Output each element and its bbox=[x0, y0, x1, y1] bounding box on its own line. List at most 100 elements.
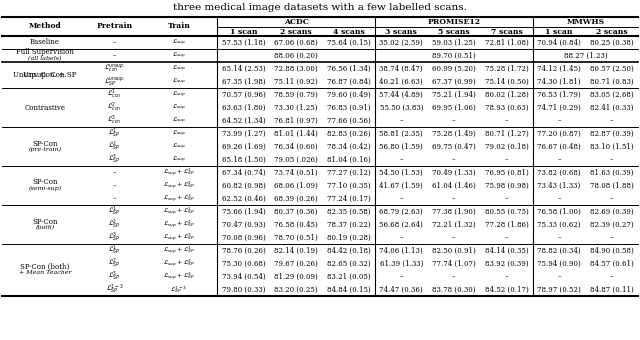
Text: 64.52 (1.34): 64.52 (1.34) bbox=[221, 117, 266, 124]
Text: PROMISE12: PROMISE12 bbox=[428, 18, 481, 26]
Text: 84.87 (0.11): 84.87 (0.11) bbox=[590, 286, 634, 293]
Text: Full Supervision: Full Supervision bbox=[16, 49, 74, 56]
Text: 74.30 (1.81): 74.30 (1.81) bbox=[538, 78, 581, 85]
Text: 80.19 (0.28): 80.19 (0.28) bbox=[327, 234, 371, 241]
Text: $\mathcal{L}_{sup}$: $\mathcal{L}_{sup}$ bbox=[172, 50, 186, 61]
Text: –: – bbox=[452, 117, 456, 124]
Text: 80.25 (0.38): 80.25 (0.38) bbox=[590, 38, 634, 47]
Text: 1 scan: 1 scan bbox=[545, 28, 573, 35]
Text: 67.37 (0.99): 67.37 (0.99) bbox=[432, 78, 476, 85]
Text: Contrastive: Contrastive bbox=[24, 103, 65, 112]
Text: $\mathcal{L}^{2}_{con}$: $\mathcal{L}^{2}_{con}$ bbox=[107, 101, 122, 114]
Text: 1 scan: 1 scan bbox=[230, 28, 257, 35]
Text: 84.84 (0.15): 84.84 (0.15) bbox=[327, 286, 371, 293]
Text: 74.12 (1.45): 74.12 (1.45) bbox=[537, 65, 581, 72]
Text: 61.04 (1.46): 61.04 (1.46) bbox=[432, 182, 476, 189]
Text: 76.58 (1.00): 76.58 (1.00) bbox=[537, 207, 581, 216]
Text: 76.53 (1.79): 76.53 (1.79) bbox=[538, 90, 581, 99]
Text: $\mathcal{L}_{sup}$: $\mathcal{L}_{sup}$ bbox=[172, 37, 186, 48]
Text: 73.43 (1.33): 73.43 (1.33) bbox=[538, 182, 580, 189]
Text: 3 scans: 3 scans bbox=[385, 28, 417, 35]
Text: $\mathcal{L}_{sup}$: $\mathcal{L}_{sup}$ bbox=[172, 115, 186, 125]
Text: 76.87 (0.84): 76.87 (0.84) bbox=[327, 78, 371, 85]
Text: 67.06 (0.68): 67.06 (0.68) bbox=[274, 38, 318, 47]
Text: 74.47 (0.36): 74.47 (0.36) bbox=[380, 286, 423, 293]
Text: 82.65 (0.32): 82.65 (0.32) bbox=[327, 259, 371, 268]
Text: 73.94 (0.54): 73.94 (0.54) bbox=[221, 272, 266, 280]
Text: $\mathcal{L}^{1}_{SP}$: $\mathcal{L}^{1}_{SP}$ bbox=[108, 205, 120, 218]
Text: $\mathcal{L}_{sup}$: $\mathcal{L}_{sup}$ bbox=[172, 76, 186, 87]
Text: 76.83 (0.91): 76.83 (0.91) bbox=[327, 103, 371, 112]
Text: 83.10 (1.51): 83.10 (1.51) bbox=[590, 142, 634, 151]
Text: ACDC: ACDC bbox=[284, 18, 308, 26]
Text: $\mathcal{L}^{3}_{SP}$: $\mathcal{L}^{3}_{SP}$ bbox=[108, 231, 120, 244]
Text: 82.50 (0.91): 82.50 (0.91) bbox=[432, 246, 476, 255]
Text: SP-Con: SP-Con bbox=[32, 178, 58, 187]
Text: –: – bbox=[113, 194, 116, 203]
Text: 75.30 (0.68): 75.30 (0.68) bbox=[221, 259, 266, 268]
Text: $\mathcal{L}^{1-3}_{SP}$: $\mathcal{L}^{1-3}_{SP}$ bbox=[106, 283, 123, 296]
Text: 77.10 (0.35): 77.10 (0.35) bbox=[327, 182, 371, 189]
Text: 79.05 (.026): 79.05 (.026) bbox=[274, 155, 318, 164]
Text: 38.74 (8.47): 38.74 (8.47) bbox=[380, 65, 423, 72]
Text: $\mathcal{L}_{sup}+\mathcal{L}^{2}_{SP}$: $\mathcal{L}_{sup}+\mathcal{L}^{2}_{SP}$ bbox=[163, 180, 195, 191]
Text: 75.98 (0.98): 75.98 (0.98) bbox=[484, 182, 529, 189]
Text: $\mathcal{L}_{sup}+\mathcal{L}^{3}_{SP}$: $\mathcal{L}_{sup}+\mathcal{L}^{3}_{SP}$ bbox=[163, 193, 195, 204]
Text: 67.34 (0.74): 67.34 (0.74) bbox=[221, 169, 266, 176]
Text: –: – bbox=[399, 272, 403, 280]
Text: $\mathcal{L}_{sup}+\mathcal{L}^{2}_{SP}$: $\mathcal{L}_{sup}+\mathcal{L}^{2}_{SP}$ bbox=[163, 219, 195, 230]
Text: SP-Con: SP-Con bbox=[32, 139, 58, 148]
Text: 72.21 (1.32): 72.21 (1.32) bbox=[432, 221, 476, 228]
Text: 57.53 (1.18): 57.53 (1.18) bbox=[221, 38, 266, 47]
Text: $\mathcal{L}^{3}_{SP}$: $\mathcal{L}^{3}_{SP}$ bbox=[108, 153, 120, 166]
Text: $\mathcal{L}^{unsup.}_{SP}$: $\mathcal{L}^{unsup.}_{SP}$ bbox=[104, 75, 125, 88]
Text: –: – bbox=[557, 272, 561, 280]
Text: 79.67 (0.26): 79.67 (0.26) bbox=[274, 259, 318, 268]
Text: 77.24 (0.17): 77.24 (0.17) bbox=[327, 194, 371, 203]
Text: $\mathcal{L}_{sup}+\mathcal{L}^{1}_{SP}$: $\mathcal{L}_{sup}+\mathcal{L}^{1}_{SP}$ bbox=[163, 245, 195, 256]
Text: –: – bbox=[113, 51, 116, 59]
Text: 72.88 (3.00): 72.88 (3.00) bbox=[275, 65, 318, 72]
Text: $\mathcal{L}_{sup}+\mathcal{L}^{1}_{SP}$: $\mathcal{L}_{sup}+\mathcal{L}^{1}_{SP}$ bbox=[163, 206, 195, 217]
Text: 75.66 (1.94): 75.66 (1.94) bbox=[221, 207, 266, 216]
Text: 60.82 (0.98): 60.82 (0.98) bbox=[221, 182, 266, 189]
Text: 80.37 (0.36): 80.37 (0.36) bbox=[275, 207, 318, 216]
Text: $\mathcal{L}_{sup}$: $\mathcal{L}_{sup}$ bbox=[172, 154, 186, 165]
Text: 78.76 (0.26): 78.76 (0.26) bbox=[221, 246, 266, 255]
Text: –: – bbox=[452, 234, 456, 241]
Text: $\mathcal{L}_{sup}$: $\mathcal{L}_{sup}$ bbox=[172, 141, 186, 152]
Text: –: – bbox=[452, 194, 456, 203]
Text: 78.08 (1.88): 78.08 (1.88) bbox=[590, 182, 634, 189]
Text: 76.95 (0.81): 76.95 (0.81) bbox=[484, 169, 529, 176]
Text: 77.20 (0.87): 77.20 (0.87) bbox=[537, 130, 581, 137]
Text: 77.38 (1.90): 77.38 (1.90) bbox=[432, 207, 476, 216]
Text: –: – bbox=[113, 182, 116, 189]
Text: 75.33 (0.62): 75.33 (0.62) bbox=[538, 221, 581, 228]
Text: $\mathcal{L}^{1}_{SP}$: $\mathcal{L}^{1}_{SP}$ bbox=[108, 127, 120, 140]
Text: –: – bbox=[399, 155, 403, 164]
Text: 84.14 (0.35): 84.14 (0.35) bbox=[484, 246, 528, 255]
Text: 79.02 (0.18): 79.02 (0.18) bbox=[484, 142, 529, 151]
Text: Method: Method bbox=[29, 22, 61, 31]
Text: 35.02 (2.59): 35.02 (2.59) bbox=[380, 38, 423, 47]
Text: 80.71 (0.83): 80.71 (0.83) bbox=[590, 78, 634, 85]
Text: 75.28 (1.72): 75.28 (1.72) bbox=[484, 65, 529, 72]
Text: 82.14 (0.19): 82.14 (0.19) bbox=[274, 246, 318, 255]
Text: 81.63 (0.39): 81.63 (0.39) bbox=[590, 169, 634, 176]
Text: (all labels): (all labels) bbox=[28, 56, 62, 61]
Text: 2 scans: 2 scans bbox=[280, 28, 312, 35]
Text: 79.60 (0.49): 79.60 (0.49) bbox=[327, 90, 371, 99]
Text: $\mathcal{L}^{2}_{SP}$: $\mathcal{L}^{2}_{SP}$ bbox=[108, 257, 120, 270]
Text: 61.39 (1.33): 61.39 (1.33) bbox=[380, 259, 423, 268]
Text: 70.57 (0.96): 70.57 (0.96) bbox=[221, 90, 266, 99]
Text: –: – bbox=[399, 194, 403, 203]
Text: 82.87 (0.39): 82.87 (0.39) bbox=[590, 130, 634, 137]
Text: 75.28 (1.49): 75.28 (1.49) bbox=[432, 130, 476, 137]
Text: 57.44 (4.89): 57.44 (4.89) bbox=[380, 90, 423, 99]
Text: $\mathcal{L}_{sup}$: $\mathcal{L}_{sup}$ bbox=[172, 102, 186, 113]
Text: 80.55 (0.75): 80.55 (0.75) bbox=[484, 207, 529, 216]
Text: MMWHS: MMWHS bbox=[566, 18, 604, 26]
Text: Unsup. Con.: Unsup. Con. bbox=[23, 71, 67, 79]
Text: Pretrain: Pretrain bbox=[96, 22, 132, 31]
Text: –: – bbox=[505, 117, 508, 124]
